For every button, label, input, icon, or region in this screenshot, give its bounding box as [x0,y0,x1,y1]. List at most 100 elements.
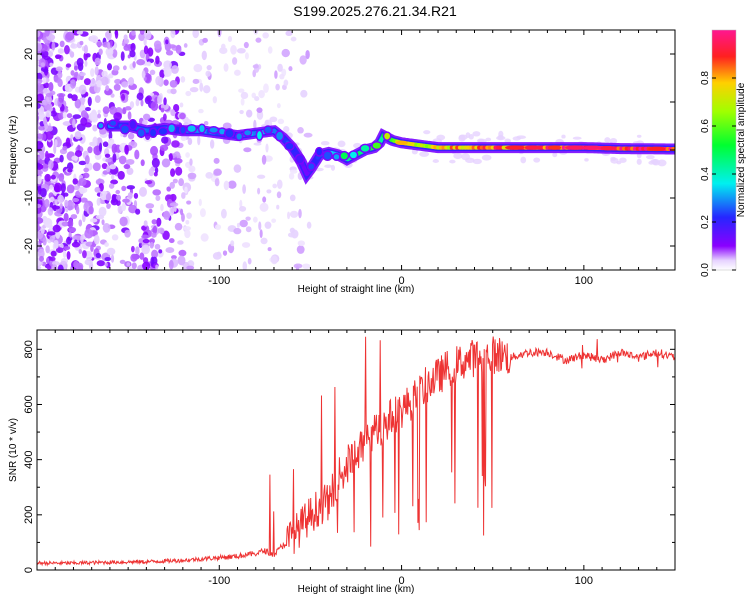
spectrogram-noise-blob [243,41,249,49]
ridge-blob [284,141,295,151]
spectrogram-halo-blob [423,130,431,135]
spectrogram-noise-blob [197,135,201,146]
spectrogram-noise-blob [72,118,76,129]
ridge-highlight [548,145,562,150]
spectrogram-noise-blob [169,206,175,216]
spectrogram-noise-blob [84,91,89,97]
spectrogram-noise-blob [153,40,162,50]
spectrogram-halo-blob [652,158,658,166]
spectrogram-noise-blob [148,168,154,177]
spectrogram-noise-blob [213,157,220,164]
spectrogram-noise-blob [98,206,107,217]
spectrogram-noise-blob [175,166,183,176]
spectrogram-noise-blob [127,76,135,86]
spectrogram-x-tick-label: 0 [399,275,405,287]
spectrogram-noise-blob [135,208,141,215]
spectrogram-noise-blob [93,234,100,245]
spectrogram-noise-blob [122,198,130,203]
spectrogram-noise-blob [89,218,98,223]
spectrogram-noise-blob [169,80,178,88]
spectrogram-noise-blob [184,229,191,239]
spectrogram-noise-blob [203,120,209,126]
spectrogram-noise-blob [95,214,105,220]
spectrogram-noise-blob [67,167,73,173]
spectrogram-noise-blob [48,159,54,170]
spectrogram-noise-blob [45,92,53,98]
spectrogram-noise-blob [37,133,43,140]
spectrogram-noise-blob [70,70,75,76]
ridge-highlight [600,146,615,151]
spectrogram-y-tick-label: -10 [23,190,35,206]
spectrogram-noise-blob [42,237,47,246]
spectrogram-noise-blob [160,107,165,113]
spectrogram-noise-blob [132,61,136,69]
spectrogram-noise-blob [108,73,114,79]
spectrogram-noise-blob [253,119,257,130]
spectrogram-noise-blob [37,175,42,185]
spectrogram-noise-blob [236,222,240,228]
spectrogram-noise-blob [51,42,56,51]
spectrogram-noise-blob [59,203,63,209]
spectrogram-noise-blob [306,221,312,229]
spectrogram-noise-blob [121,202,127,212]
spectrogram-noise-blob [112,153,117,163]
spectrogram-noise-blob [180,76,186,83]
spectrogram-noise-blob [38,125,46,131]
spectrogram-noise-blob [151,157,160,168]
spectrogram-halo-blob [458,134,468,140]
spectrogram-noise-blob [165,247,175,254]
spectrogram-noise-blob [177,240,184,245]
ridge-blob [235,131,244,142]
spectrogram-noise-blob [271,218,277,223]
spectrogram-noise-blob [37,42,43,52]
spectrogram-noise-blob [168,259,174,270]
spectrogram-noise-blob [105,158,112,163]
spectrogram-noise-blob [168,153,173,162]
spectrogram-noise-blob [94,57,101,66]
spectrogram-noise-blob [134,149,140,160]
spectrogram-noise-blob [276,103,281,109]
spectrogram-noise-blob [129,50,136,58]
spectrogram-noise-blob [192,78,200,84]
spectrogram-noise-blob [81,97,86,103]
spectrogram-noise-blob [66,184,75,194]
spectrogram-noise-blob [267,247,272,252]
spectrogram-halo-blob [337,140,346,148]
ridge-highlight [564,145,585,150]
spectrogram-noise-blob [75,205,80,215]
spectrogram-noise-blob [122,65,127,71]
spectrogram-noise-blob [71,241,81,248]
spectrogram-noise-blob [37,156,41,161]
spectrogram-noise-blob [129,101,135,109]
spectrogram-noise-blob [239,205,247,212]
spectrogram-noise-blob [170,30,176,39]
spectrogram-noise-blob [85,107,91,112]
spectrogram-noise-blob [121,41,126,47]
spectrogram-noise-blob [37,30,41,38]
spectrogram-noise-blob [169,202,179,207]
spectrogram-noise-blob [97,113,102,119]
spectrogram-noise-blob [42,87,48,93]
colorbar-tick-label: 0.2 [700,215,711,229]
spectrogram-noise-blob [44,217,53,228]
ridge-blob [148,127,158,138]
spectrogram-noise-blob [107,41,111,50]
spectrogram-noise-blob [143,45,149,55]
spectrogram-noise-blob [124,229,131,238]
ridge-highlight [505,145,525,150]
spectrogram-noise-blob [51,261,60,266]
ridge-blob [255,129,264,141]
spectrogram-noise-blob [105,85,110,92]
spectrogram-noise-blob [98,48,103,56]
spectrogram-noise-blob [110,254,115,263]
spectrogram-noise-blob [117,170,125,180]
spectrogram-noise-blob [178,178,185,187]
spectrogram-halo-blob [465,132,471,139]
spectrogram-noise-blob [98,142,103,152]
spectrogram-noise-blob [79,72,86,77]
spectrogram-noise-blob [125,158,135,165]
spectrogram-noise-blob [46,231,56,236]
spectrogram-noise-blob [54,139,58,148]
spectrogram-noise-blob [245,216,251,221]
spectrogram-noise-blob [68,226,77,233]
